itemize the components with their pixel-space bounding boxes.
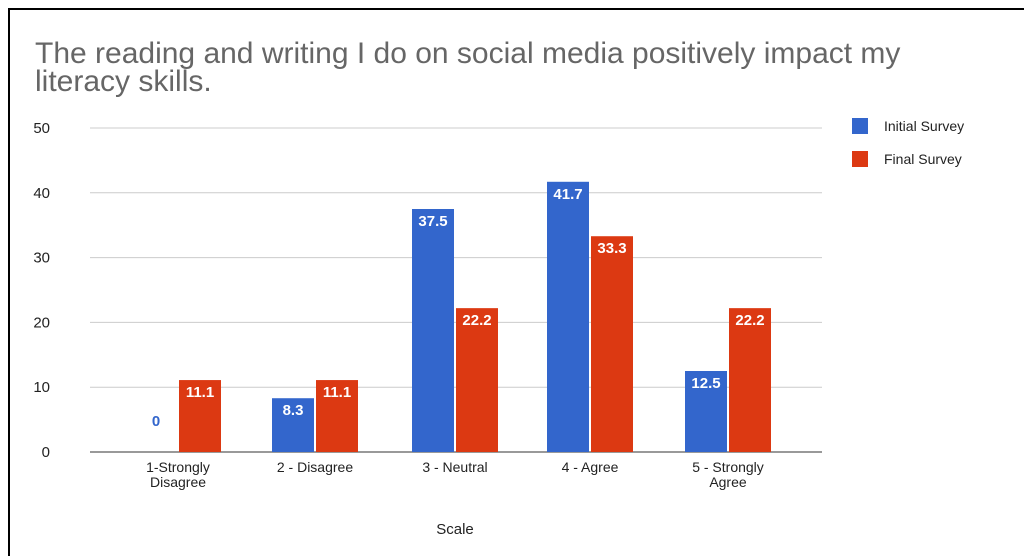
bar [591, 236, 633, 452]
bar [729, 308, 771, 452]
y-tick-label: 30 [33, 250, 50, 267]
bar [456, 308, 498, 452]
legend-swatch [852, 151, 868, 167]
x-tick-label: 4 - Agree [562, 459, 619, 475]
y-tick-label: 20 [33, 314, 50, 331]
data-label: 41.7 [553, 186, 582, 203]
chart-title: The reading and writing I do on social m… [35, 37, 901, 98]
bar [412, 209, 454, 452]
bar [272, 398, 314, 452]
chart-frame [8, 8, 1024, 556]
x-axis-title: Scale [436, 521, 474, 538]
data-label: 22.2 [735, 312, 764, 329]
bar [685, 371, 727, 452]
x-tick-label: 3 - Neutral [422, 459, 487, 475]
legend-label: Initial Survey [884, 118, 964, 134]
y-tick-label: 10 [33, 379, 50, 396]
y-tick-label: 50 [33, 120, 50, 137]
x-tick-label: 5 - Strongly [692, 459, 764, 475]
data-label: 22.2 [462, 312, 491, 329]
data-label: 12.5 [691, 375, 720, 392]
bar [547, 181, 589, 452]
bar [316, 380, 358, 452]
x-tick-label: Agree [709, 474, 747, 490]
y-tick-label: 40 [33, 185, 50, 202]
x-tick-label: Disagree [150, 474, 206, 490]
data-label: 11.1 [323, 384, 351, 401]
legend-swatch [852, 118, 868, 134]
y-tick-label: 0 [42, 444, 50, 461]
data-label: 11.1 [186, 384, 214, 401]
data-label: 8.3 [283, 402, 304, 419]
legend-label: Final Survey [884, 151, 962, 167]
data-label: 0 [152, 413, 160, 430]
data-label: 37.5 [418, 213, 447, 230]
x-tick-label: 1-Strongly [146, 459, 210, 475]
data-label: 33.3 [597, 240, 626, 257]
x-tick-label: 2 - Disagree [277, 459, 353, 475]
bar [179, 380, 221, 452]
